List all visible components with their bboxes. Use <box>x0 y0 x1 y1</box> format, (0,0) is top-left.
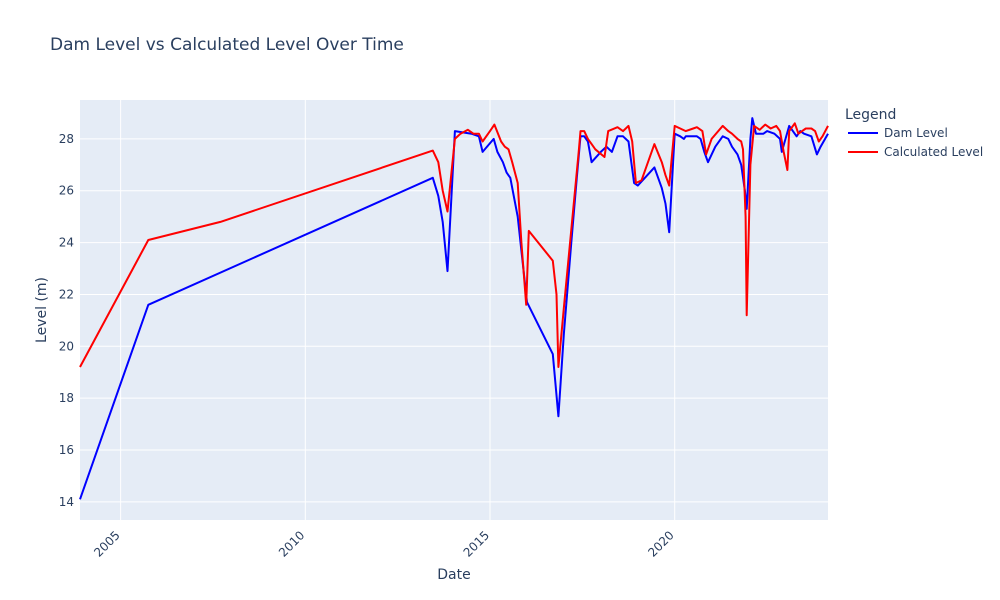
y-axis-title: Level (m) <box>34 277 50 343</box>
chart-title: Dam Level vs Calculated Level Over Time <box>50 35 404 55</box>
y-tick-label: 20 <box>59 339 74 353</box>
y-tick-label: 26 <box>59 184 74 198</box>
y-tick-label: 28 <box>59 132 74 146</box>
grid-lines <box>80 100 828 520</box>
x-tick-label: 2015 <box>461 528 492 559</box>
x-tick-label: 2020 <box>645 528 676 559</box>
series-line-calculated-level <box>79 122 829 368</box>
series-layer <box>79 117 829 500</box>
x-tick-label: 2010 <box>276 528 307 559</box>
legend-title: Legend <box>845 107 896 123</box>
legend-label-dam-level[interactable]: Dam Level <box>884 126 948 140</box>
y-tick-label: 18 <box>59 391 74 405</box>
y-tick-label: 24 <box>59 236 74 250</box>
y-tick-label: 22 <box>59 287 74 301</box>
x-axis-title: Date <box>437 567 470 583</box>
x-tick-label: 2005 <box>91 528 122 559</box>
y-tick-label: 14 <box>59 495 74 509</box>
legend: Legend Dam Level Calculated Level <box>845 107 983 159</box>
y-tick-label: 16 <box>59 443 74 457</box>
legend-label-calculated-level[interactable]: Calculated Level <box>884 145 983 159</box>
series-line-dam-level <box>79 117 829 500</box>
